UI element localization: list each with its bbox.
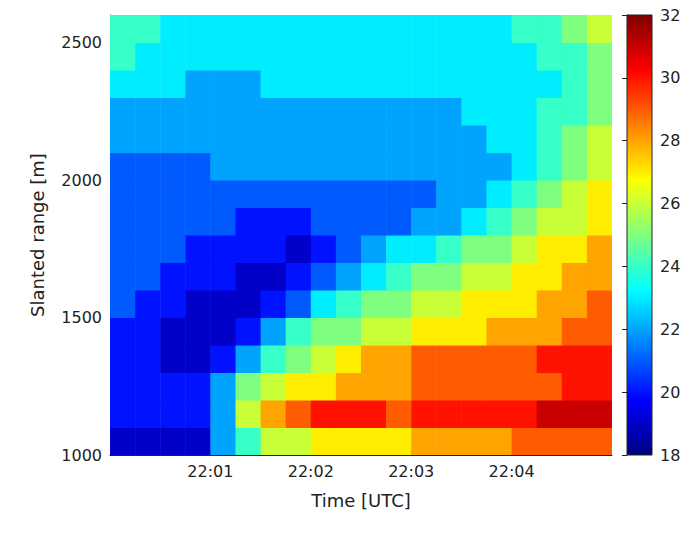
svg-text:22:04: 22:04	[489, 462, 535, 481]
svg-text:30: 30	[660, 68, 680, 87]
svg-text:1500: 1500	[61, 308, 102, 327]
svg-text:1000: 1000	[61, 446, 102, 465]
svg-text:22: 22	[660, 320, 680, 339]
svg-text:20: 20	[660, 383, 680, 402]
svg-text:24: 24	[660, 257, 680, 276]
svg-text:2000: 2000	[61, 171, 102, 190]
svg-text:22:03: 22:03	[388, 462, 434, 481]
svg-text:18: 18	[660, 446, 680, 465]
svg-text:28: 28	[660, 131, 680, 150]
svg-text:22:01: 22:01	[187, 462, 233, 481]
svg-text:26: 26	[660, 194, 680, 213]
svg-text:22:02: 22:02	[288, 462, 334, 481]
svg-text:Slanted range [m]: Slanted range [m]	[27, 153, 48, 317]
svg-text:32: 32	[660, 6, 680, 25]
svg-text:Time [UTC]: Time [UTC]	[310, 490, 411, 511]
svg-text:2500: 2500	[61, 33, 102, 52]
